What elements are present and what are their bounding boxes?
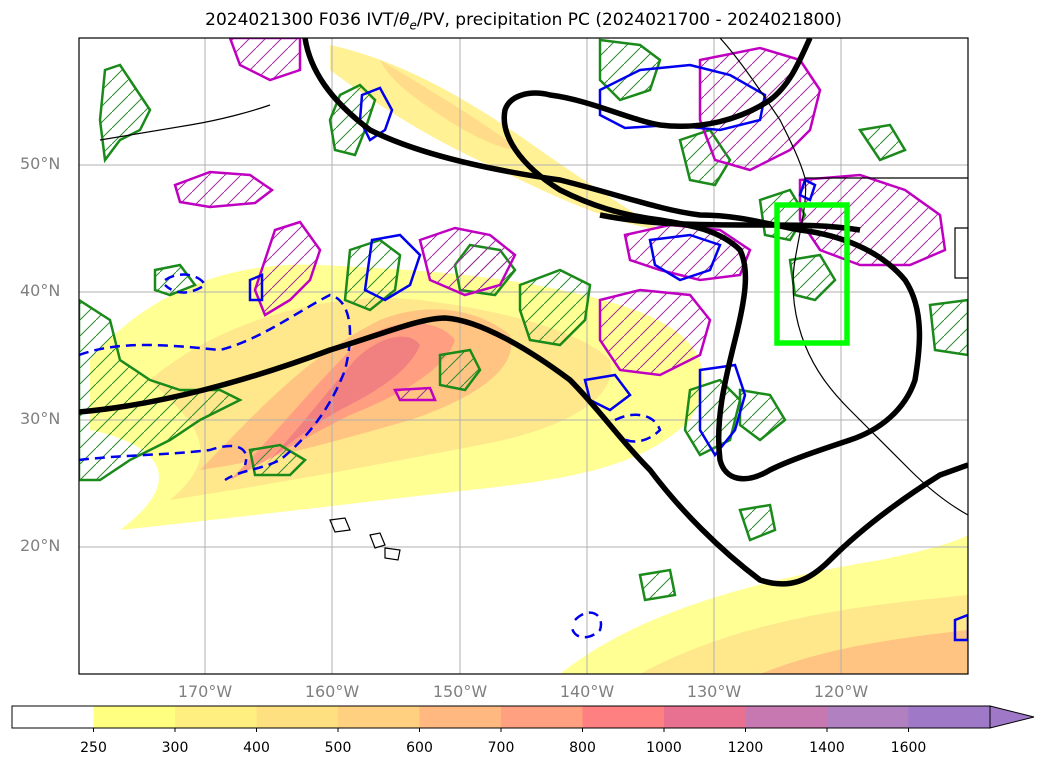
map-border — [78, 37, 969, 675]
colorbar-tick-label: 800 — [569, 740, 596, 756]
colorbar-segment — [827, 706, 909, 728]
colorbar-tick-label: 1400 — [809, 740, 845, 756]
colorbar-tick-label: 250 — [80, 740, 107, 756]
colorbar-extend-arrow — [989, 705, 1035, 729]
colorbar-tick-label: 1000 — [646, 740, 682, 756]
theta-e-contour — [79, 38, 968, 587]
lon-label: 130°W — [686, 682, 742, 701]
colorbar-segment — [745, 706, 828, 728]
lon-label: 160°W — [304, 682, 360, 701]
lat-label: 40°N — [20, 281, 61, 300]
coastlines — [99, 38, 968, 561]
lat-label: 30°N — [20, 409, 61, 428]
lon-label: 150°W — [432, 682, 488, 701]
colorbar-tick-label: 1200 — [727, 740, 764, 756]
colorbar-tick-label: 1600 — [890, 740, 927, 756]
colorbar-tick-label: 400 — [243, 740, 270, 756]
map-title: 2024021300 F036 IVT/θe/PV, precipitation… — [205, 10, 842, 33]
lat-label: 50°N — [20, 154, 61, 173]
lon-label: 140°W — [559, 682, 615, 701]
colorbar-segment — [501, 706, 583, 728]
colorbar-segment — [12, 706, 94, 728]
colorbar-segment — [338, 706, 420, 728]
colorbar-tick-label: 600 — [406, 740, 433, 756]
lat-label: 20°N — [20, 536, 61, 555]
colorbar-segment — [93, 706, 176, 728]
region-box — [774, 202, 850, 346]
colorbar-segment — [175, 706, 257, 728]
colorbar-tick-label: 700 — [487, 740, 515, 756]
colorbar-tick-label: 500 — [324, 740, 352, 756]
precip-pc-positive — [79, 38, 968, 602]
colorbar-segment — [419, 706, 502, 728]
lon-label: 120°W — [813, 682, 869, 701]
colorbar-segment — [582, 706, 665, 728]
lon-label: 170°W — [177, 682, 233, 701]
colorbar-segment — [256, 706, 339, 728]
colorbar-segment — [908, 706, 991, 728]
colorbar-segment — [664, 706, 746, 728]
colorbar — [11, 705, 1035, 732]
colorbar-tick-label: 300 — [161, 740, 189, 756]
